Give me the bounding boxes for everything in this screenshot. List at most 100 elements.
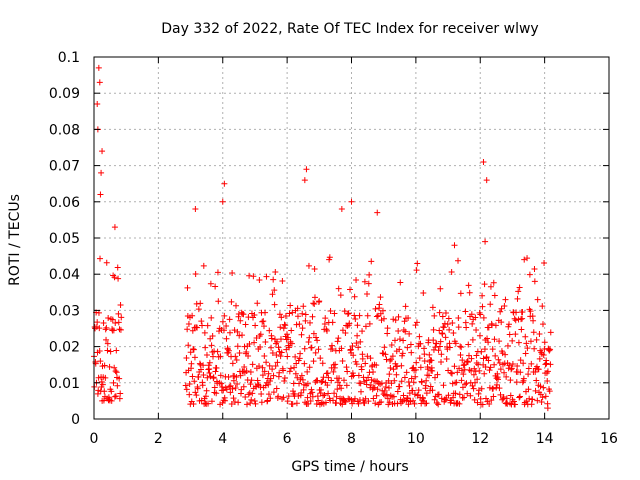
- data-point: [439, 313, 446, 320]
- y-tick-label: 0.08: [49, 122, 80, 138]
- data-point: [542, 393, 549, 400]
- data-point: [311, 300, 318, 307]
- data-point: [347, 286, 354, 293]
- data-point: [297, 350, 304, 357]
- data-point: [284, 398, 291, 405]
- data-point: [217, 372, 224, 379]
- data-point: [281, 377, 288, 384]
- data-point: [402, 328, 409, 335]
- data-point: [333, 393, 340, 400]
- data-point: [429, 367, 436, 374]
- data-point: [248, 377, 255, 384]
- data-point: [269, 291, 276, 298]
- data-point: [493, 381, 500, 388]
- data-point: [416, 355, 423, 362]
- data-point: [189, 327, 196, 334]
- data-point: [331, 310, 338, 317]
- data-point: [256, 277, 263, 284]
- data-point: [521, 256, 528, 263]
- data-point: [501, 302, 508, 309]
- data-point: [198, 318, 205, 325]
- data-point: [489, 346, 496, 353]
- data-point: [377, 310, 384, 317]
- data-point: [272, 362, 279, 369]
- y-axis-label: ROTI / TECUs: [7, 194, 23, 286]
- data-point: [437, 285, 444, 292]
- data-point: [197, 300, 204, 307]
- data-point: [450, 394, 457, 401]
- data-point: [278, 314, 285, 321]
- data-point: [397, 279, 404, 286]
- data-point: [455, 257, 462, 264]
- data-point: [101, 388, 108, 395]
- data-point: [413, 359, 420, 366]
- y-tick-label: 0.01: [49, 376, 80, 392]
- data-point: [266, 362, 273, 369]
- data-point: [425, 372, 432, 379]
- data-point: [99, 381, 106, 388]
- y-tick-label: 0.06: [49, 195, 80, 211]
- data-point: [451, 242, 458, 249]
- x-tick-label: 2: [154, 431, 163, 447]
- data-point: [365, 398, 372, 405]
- data-point: [104, 347, 111, 354]
- data-point: [373, 313, 380, 320]
- data-point: [260, 318, 267, 325]
- data-point: [251, 398, 258, 405]
- data-point: [406, 382, 413, 389]
- data-point: [509, 337, 516, 344]
- data-point: [505, 321, 512, 328]
- data-point: [103, 259, 110, 266]
- data-point: [110, 379, 117, 386]
- data-point: [525, 371, 532, 378]
- data-point: [184, 326, 191, 333]
- data-point: [515, 339, 522, 346]
- data-point: [189, 373, 196, 380]
- data-point: [524, 255, 531, 262]
- data-point: [100, 320, 107, 327]
- data-point: [350, 372, 357, 379]
- data-point: [114, 264, 121, 271]
- data-point: [429, 387, 436, 394]
- data-point: [447, 369, 454, 376]
- data-point: [104, 340, 111, 347]
- data-point: [259, 364, 266, 371]
- data-point: [229, 385, 236, 392]
- data-point: [112, 393, 119, 400]
- data-point: [96, 348, 103, 355]
- data-point: [106, 363, 113, 370]
- data-point: [303, 166, 310, 173]
- data-point: [423, 400, 430, 407]
- data-point: [306, 334, 313, 341]
- data-point: [413, 267, 420, 274]
- data-point: [334, 379, 341, 386]
- data-point: [249, 361, 256, 368]
- data-point: [259, 318, 266, 325]
- data-point: [520, 375, 527, 382]
- data-point: [296, 321, 303, 328]
- data-point: [290, 380, 297, 387]
- data-point: [477, 311, 484, 318]
- data-point: [458, 344, 465, 351]
- data-point: [366, 320, 373, 327]
- data-point: [523, 340, 530, 347]
- data-point: [535, 366, 542, 373]
- data-point: [273, 385, 280, 392]
- data-point: [436, 309, 443, 316]
- data-point: [111, 393, 118, 400]
- data-point: [269, 350, 276, 357]
- data-point: [490, 393, 497, 400]
- data-point: [270, 372, 277, 379]
- data-point: [243, 401, 250, 408]
- data-point: [105, 314, 112, 321]
- data-point: [520, 360, 527, 367]
- data-point: [522, 333, 529, 340]
- data-point: [414, 260, 421, 267]
- data-point: [464, 359, 471, 366]
- data-point: [454, 369, 461, 376]
- data-point: [247, 368, 254, 375]
- data-point: [394, 388, 401, 395]
- data-point: [213, 364, 220, 371]
- data-point: [317, 355, 324, 362]
- data-point: [187, 349, 194, 356]
